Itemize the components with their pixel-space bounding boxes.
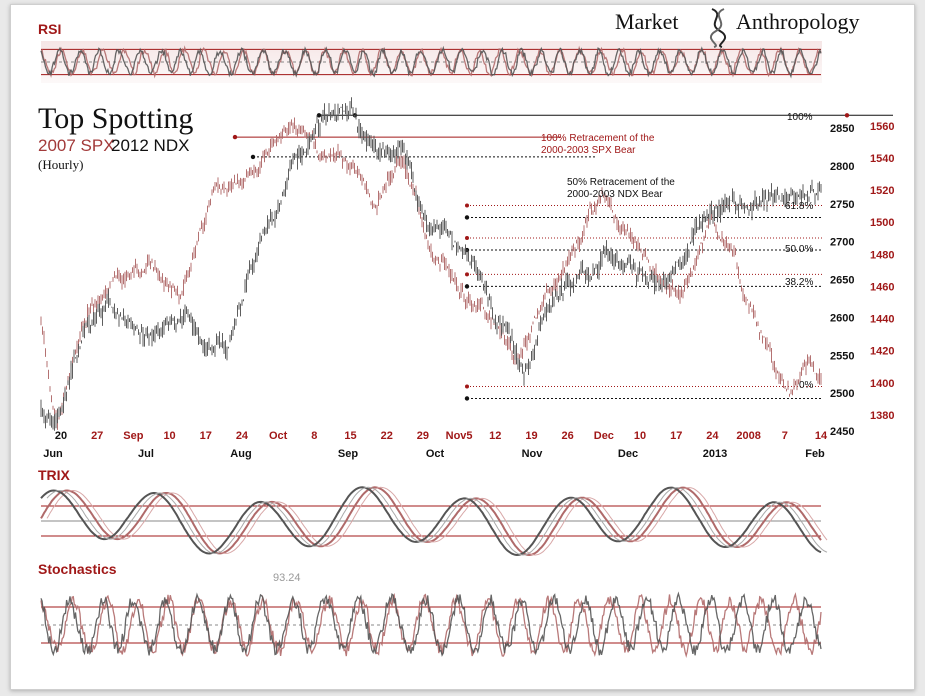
fib-0-label: 0% — [799, 380, 814, 391]
subtitle-ndx: 2012 NDX — [111, 136, 189, 155]
fib-100-label: 100% — [787, 112, 813, 123]
fib-382-label: 38.2% — [785, 277, 813, 288]
x-month-tick: Jul — [138, 448, 154, 460]
spx-tick: 1480 — [870, 249, 894, 261]
stochastics-label: Stochastics — [38, 561, 117, 577]
stochastics-value: 93.24 — [273, 572, 301, 584]
spx-retracement-line-dot — [232, 134, 238, 140]
ndx-tick: 2750 — [830, 199, 854, 211]
x-day-tick: 17 — [670, 430, 682, 442]
spx-tick: 1440 — [870, 314, 894, 326]
ndx-retracement-line-dot — [250, 154, 256, 160]
fib-500-line-spx-dot — [465, 236, 469, 241]
x-day-tick: 29 — [417, 430, 429, 442]
spx-tick: 1520 — [870, 185, 894, 197]
x-day-tick: 20 — [55, 430, 67, 442]
dna-icon — [709, 8, 727, 48]
spx-retracement-line2: 2000-2003 SPX Bear — [541, 145, 636, 156]
spx-tick: 1400 — [870, 378, 894, 390]
fib-500-label: 50.0% — [785, 244, 813, 255]
x-day-tick: 8 — [311, 430, 317, 442]
trix-spx-signal — [46, 486, 828, 556]
spx-tick: 1460 — [870, 281, 894, 293]
brand-market: Market — [615, 9, 679, 34]
x-day-tick: 24 — [706, 430, 719, 442]
x-day-tick: 22 — [381, 430, 393, 442]
brand-anthropology: Anthropology — [736, 9, 859, 34]
x-day-tick: 10 — [634, 430, 646, 442]
spx-series — [40, 117, 822, 430]
x-day-tick: Nov5 — [446, 430, 473, 442]
fib-382-line-dot — [464, 284, 470, 289]
x-month-tick: Sep — [338, 448, 358, 460]
spx-retracement-line1: 100% Retracement of the — [541, 133, 655, 144]
rsi-panel — [40, 45, 822, 79]
subtitle-interval: (Hourly) — [38, 157, 84, 172]
spx-tick: 1380 — [870, 410, 894, 422]
trix-ndx-signal — [46, 486, 828, 556]
fib-100-line-dot — [316, 113, 322, 118]
rsi-label: RSI — [38, 21, 61, 37]
ndx-retracement-line1: 50% Retracement of the — [567, 177, 675, 188]
spx-tick: 1420 — [870, 346, 894, 358]
x-month-tick: Feb — [805, 448, 825, 460]
stochastics-panel — [40, 591, 822, 659]
ndx-tick: 2550 — [830, 350, 854, 362]
spx-tick: 1540 — [870, 153, 894, 165]
x-month-tick: Dec — [618, 448, 638, 460]
x-day-tick: 27 — [91, 430, 103, 442]
x-day-tick: 17 — [200, 430, 212, 442]
page-title: Top Spotting — [38, 102, 193, 135]
x-month-tick: Oct — [426, 448, 445, 460]
x-month-tick: 2013 — [703, 448, 727, 460]
x-day-tick: 10 — [163, 430, 175, 442]
chart-frame: 2450 2500 2550 2600 2650 2700 2750 2800 2850 1380… — [10, 4, 915, 690]
ndx-series — [40, 97, 822, 431]
price-series — [40, 97, 822, 431]
x-day-tick: 2008 — [736, 430, 760, 442]
fib-618-line-dot — [464, 215, 470, 220]
trix-panel — [40, 486, 828, 557]
fib-100-dot3 — [844, 113, 850, 118]
x-day-tick: 24 — [236, 430, 249, 442]
x-month-tick: Jun — [43, 448, 63, 460]
x-day-tick: 26 — [562, 430, 574, 442]
x-month-tick: Nov — [522, 448, 544, 460]
x-day-tick: 15 — [344, 430, 356, 442]
ndx-tick: 2700 — [830, 237, 854, 249]
ndx-tick: 2800 — [830, 161, 854, 173]
ndx-tick: 2500 — [830, 388, 854, 400]
x-day-tick: 7 — [782, 430, 788, 442]
x-day-tick: 19 — [525, 430, 537, 442]
trix-ndx-line — [40, 486, 822, 557]
fib-618-line-spx-dot — [465, 203, 469, 208]
x-day-tick: 14 — [815, 430, 828, 442]
rsi-ndx-line — [40, 45, 822, 79]
fib-618-label: 61.8% — [785, 201, 813, 212]
spx-tick: 1500 — [870, 217, 894, 229]
spx-tick: 1560 — [870, 121, 894, 133]
subtitle-spx: 2007 SPX — [38, 136, 115, 155]
ndx-tick: 2450 — [830, 426, 854, 438]
x-day-tick: Sep — [123, 430, 143, 442]
market-chart: 2450 2500 2550 2600 2650 2700 2750 2800 2850 1380… — [38, 8, 894, 659]
fib-0-line-dot — [464, 396, 470, 401]
fib-0-line-spx-dot — [465, 384, 469, 389]
ndx-tick: 2850 — [830, 123, 854, 135]
stoch-ndx-line — [40, 591, 822, 657]
fib-382-line-spx-dot — [465, 272, 469, 277]
x-month-tick: Aug — [230, 448, 251, 460]
stoch-spx-line — [40, 592, 822, 659]
x-day-tick: Dec — [594, 430, 614, 442]
ndx-tick: 2650 — [830, 275, 854, 287]
x-day-tick: Oct — [269, 430, 288, 442]
rsi-spx-line — [40, 45, 822, 79]
ndx-retracement-line2: 2000-2003 NDX Bear — [567, 189, 663, 200]
trix-label: TRIX — [38, 467, 71, 483]
axes: 2450 2500 2550 2600 2650 2700 2750 2800 2850 1380… — [43, 121, 894, 460]
ndx-tick: 2600 — [830, 312, 854, 324]
x-day-tick: 12 — [489, 430, 501, 442]
